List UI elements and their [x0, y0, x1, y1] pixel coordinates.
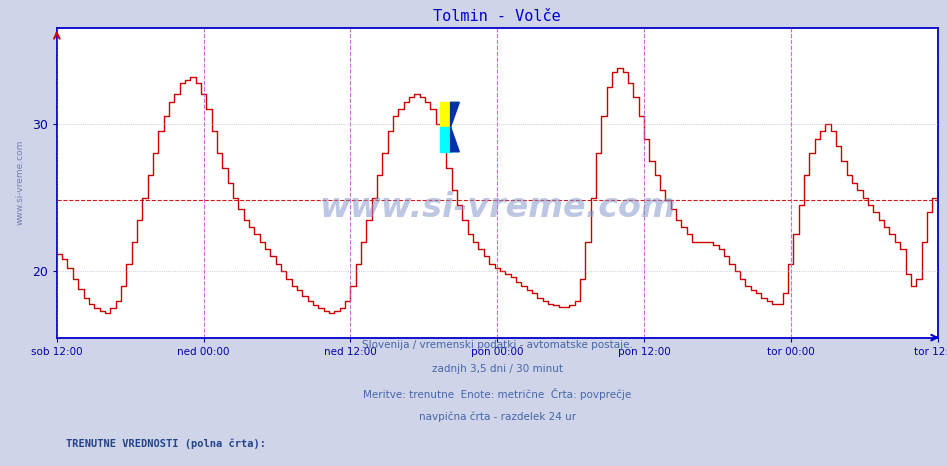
Text: www.si-vreme.com: www.si-vreme.com — [15, 140, 25, 226]
Title: Tolmin - Volče: Tolmin - Volče — [434, 9, 561, 24]
Text: zadnjh 3,5 dni / 30 minut: zadnjh 3,5 dni / 30 minut — [432, 364, 563, 374]
Text: Meritve: trenutne  Enote: metrične  Črta: povprečje: Meritve: trenutne Enote: metrične Črta: … — [363, 388, 632, 400]
Text: www.si-vreme.com: www.si-vreme.com — [319, 191, 675, 224]
Bar — [440, 102, 451, 127]
Text: Slovenija / vremenski podatki - avtomatske postaje.: Slovenija / vremenski podatki - avtomats… — [362, 340, 633, 350]
Text: navpična črta - razdelek 24 ur: navpična črta - razdelek 24 ur — [419, 411, 576, 422]
Polygon shape — [451, 127, 459, 152]
Polygon shape — [451, 102, 459, 127]
Text: TRENUTNE VREDNOSTI (polna črta):: TRENUTNE VREDNOSTI (polna črta): — [65, 439, 265, 449]
Bar — [440, 127, 451, 152]
